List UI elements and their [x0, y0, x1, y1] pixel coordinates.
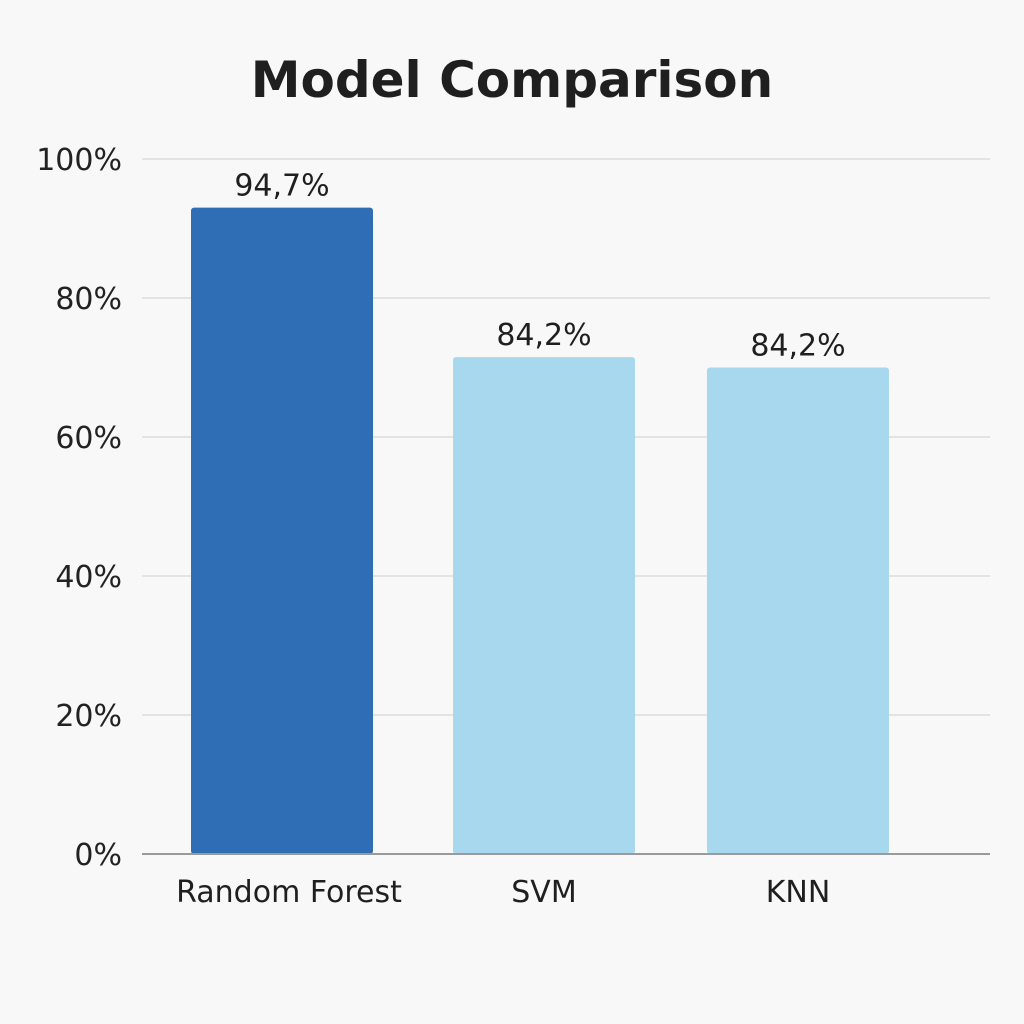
chart-title: Model Comparison	[251, 51, 774, 109]
bar-value-label: 84,2%	[750, 329, 845, 364]
bar-value-label: 94,7%	[234, 169, 329, 204]
y-axis-ticks: 0% 20% 40% 60% 80% 100%	[36, 143, 122, 873]
bars	[191, 207, 889, 854]
x-axis-categories: Random Forest SVM KNN	[176, 875, 830, 910]
x-category-label: KNN	[766, 875, 831, 910]
y-tick-label: 0%	[74, 838, 122, 873]
bar-svm	[453, 357, 635, 854]
bar-knn	[707, 367, 889, 854]
x-category-label: Random Forest	[176, 875, 402, 910]
x-category-label: SVM	[511, 875, 576, 910]
y-tick-label: 80%	[55, 282, 122, 317]
y-tick-label: 20%	[55, 699, 122, 734]
bar-random-forest	[191, 207, 373, 854]
y-tick-label: 100%	[36, 143, 122, 178]
value-labels: 94,7% 84,2% 84,2%	[234, 169, 845, 364]
bar-value-label: 84,2%	[496, 318, 591, 353]
y-tick-label: 40%	[55, 560, 122, 595]
y-tick-label: 60%	[55, 421, 122, 456]
